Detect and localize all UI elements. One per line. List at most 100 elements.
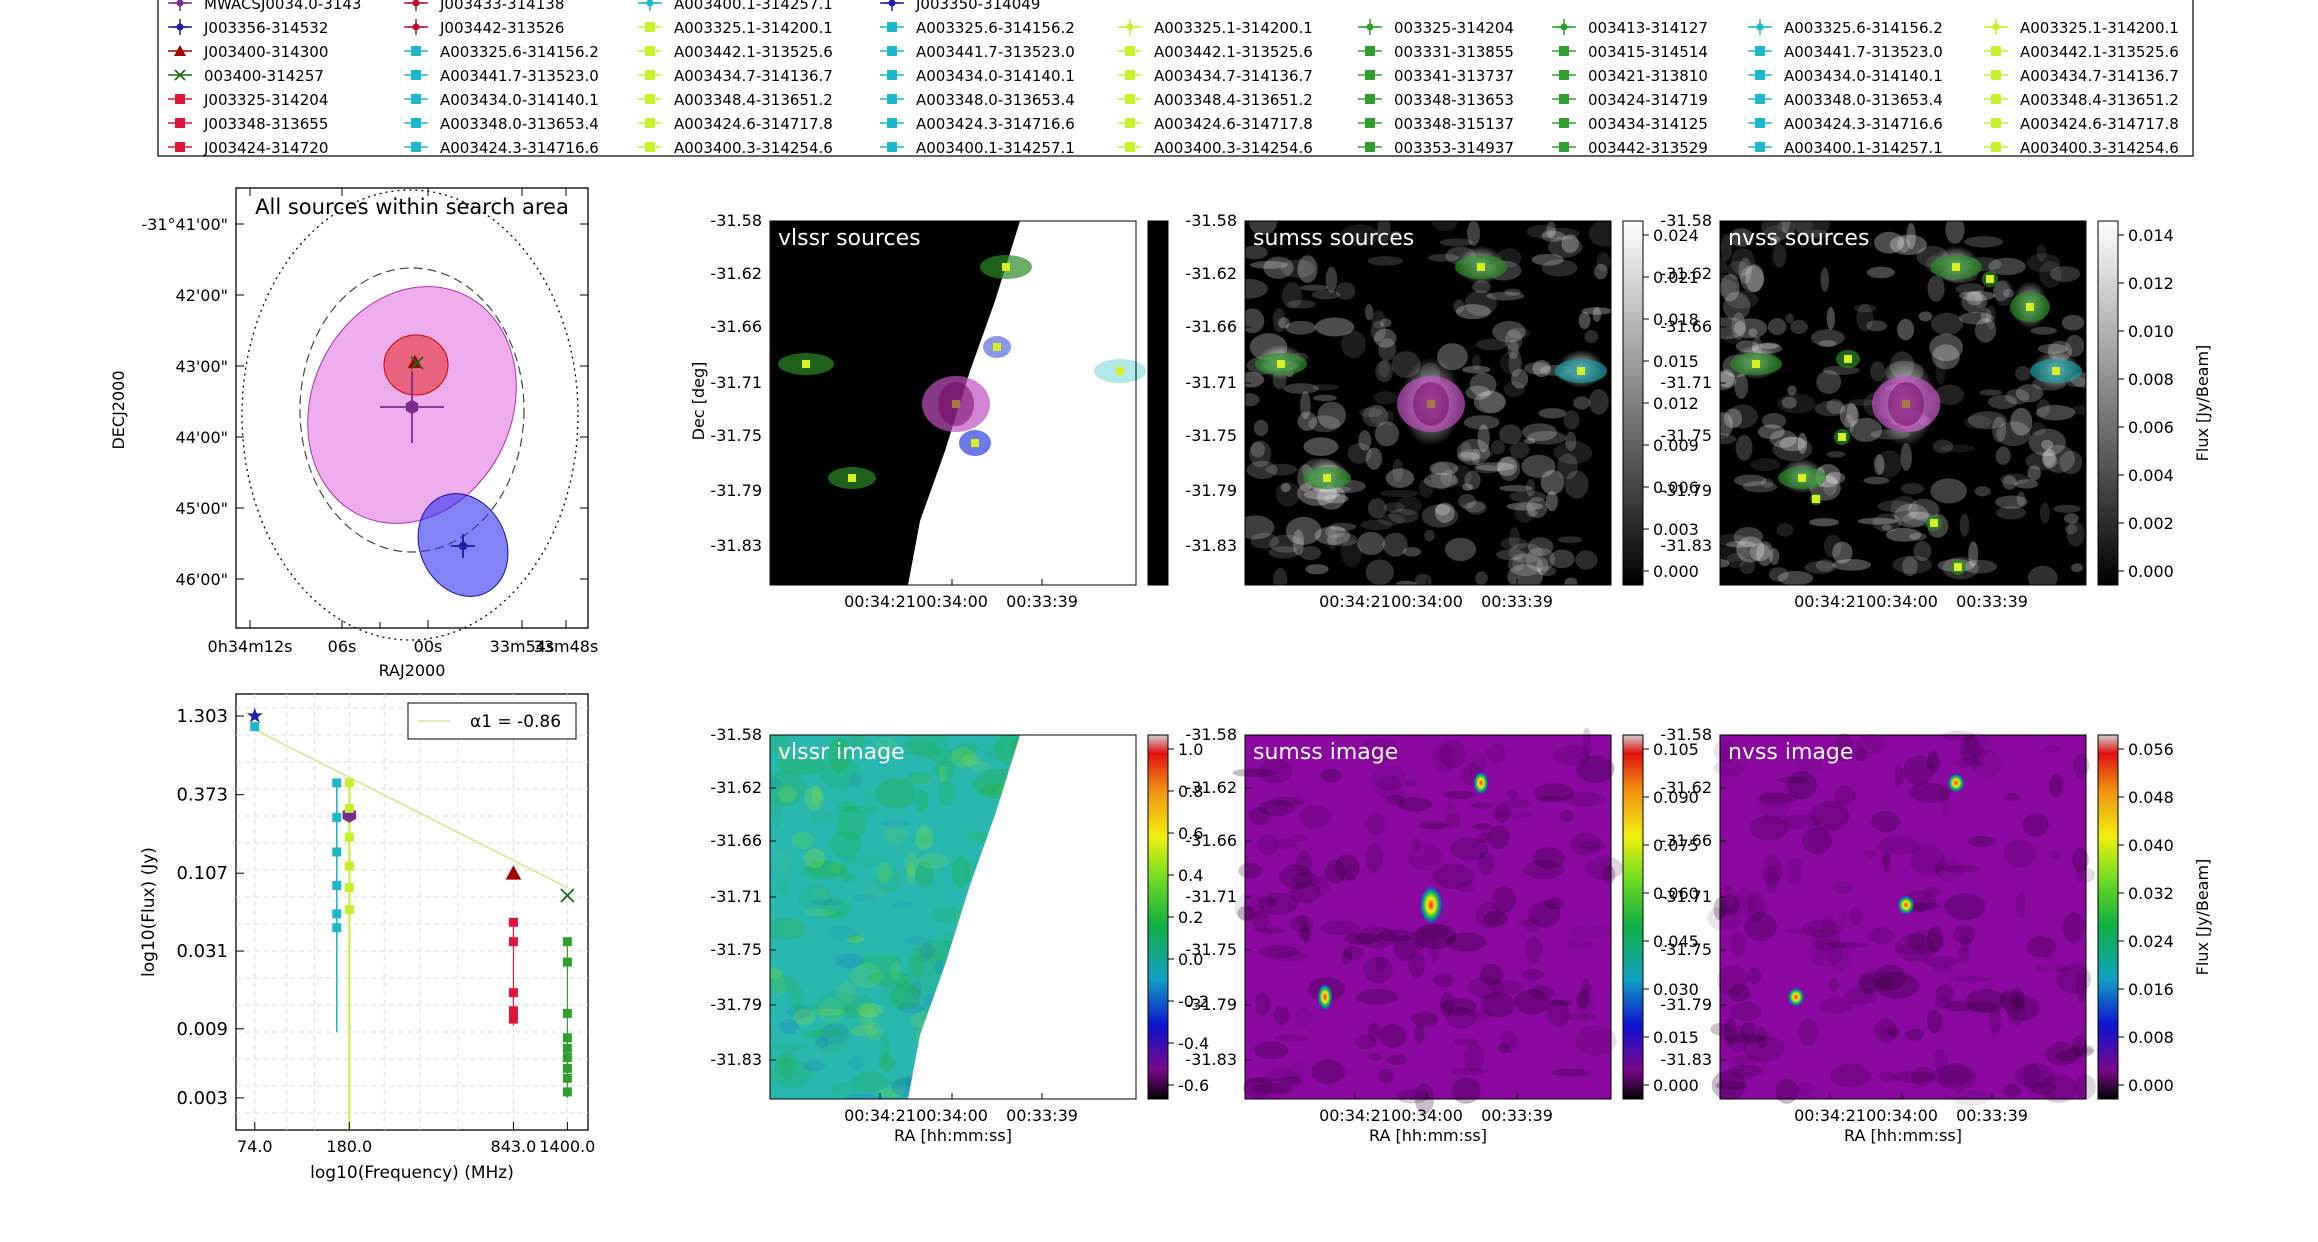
image-noise [1419, 821, 1449, 830]
image-noise [798, 861, 848, 881]
image-noise [2011, 987, 2025, 1010]
image-noise [1874, 964, 1906, 991]
source-marker [1812, 495, 1820, 503]
image-noise [1802, 827, 1832, 855]
image-noise [1712, 544, 1750, 563]
source-marker [1323, 474, 1331, 482]
image-noise [2042, 449, 2057, 468]
image-noise [2073, 1044, 2095, 1057]
image-noise [1273, 950, 1309, 962]
panel-ytick-label: -31.79 [1185, 481, 1237, 500]
image-noise [2026, 253, 2061, 273]
image-noise [1967, 411, 2007, 430]
panel-title: nvss sources [1728, 226, 1869, 251]
sky-markers [380, 354, 475, 558]
panel-ytick-label: -31.62 [1185, 778, 1237, 797]
image-noise [1365, 812, 1386, 836]
image-noise [1980, 307, 1992, 323]
image-noise [1853, 304, 1877, 313]
image-noise [1379, 318, 1392, 328]
legend-marker [411, 94, 421, 104]
image-noise [1745, 264, 1764, 293]
panel-ytick-label: -31.71 [1660, 887, 1712, 906]
image-noise [1414, 1023, 1425, 1045]
image-noise [1528, 986, 1556, 1000]
legend-label: 003348-313653 [1394, 91, 1514, 109]
image-noise [1356, 926, 1397, 949]
image-noise [1730, 248, 1756, 276]
image-noise [1280, 259, 1315, 278]
image-noise [1477, 424, 1490, 453]
image-noise [867, 970, 912, 987]
sed-ytick-label: 0.031 [176, 941, 228, 962]
panel-ytick-label: -31.66 [710, 317, 762, 336]
image-noise [1818, 340, 1837, 348]
image-noise [1588, 389, 1609, 415]
image-noise [911, 979, 922, 1001]
image-noise [1367, 256, 1404, 266]
image-noise [2003, 792, 2021, 801]
sed-point [344, 778, 354, 788]
colorbar-tick-label: 0.012 [1653, 394, 1699, 413]
image-noise [1875, 972, 1919, 999]
image-noise [1441, 790, 1477, 799]
image-noise [2025, 451, 2059, 471]
image-noise [1372, 764, 1407, 791]
image-noise [896, 1001, 925, 1014]
colorbar [2097, 220, 2119, 586]
legend-marker [174, 45, 186, 56]
image-noise [1305, 564, 1329, 575]
image-noise [1932, 439, 1954, 454]
panel-xtick-label: 00:33:39 [1006, 1106, 1078, 1125]
image-noise [1533, 783, 1574, 803]
image-noise [1891, 1071, 1936, 1084]
image-noise [1285, 516, 1322, 545]
legend-label: J003424-314720 [203, 139, 328, 157]
panel-frame [1244, 734, 1612, 1100]
image-noise [1811, 928, 1841, 952]
image-noise [1863, 476, 1890, 485]
image-noise [1320, 768, 1342, 783]
image-noise [2036, 244, 2047, 262]
image-noise [1896, 944, 1939, 956]
image-noise [1996, 421, 2032, 447]
image-noise [1314, 526, 1351, 546]
image-noise [848, 774, 863, 788]
image-noise [1734, 474, 1767, 487]
image-noise [849, 963, 884, 989]
image-noise [2014, 366, 2031, 381]
image-noise [1874, 454, 1885, 476]
image-noise [851, 1071, 887, 1093]
sed-point [562, 1033, 572, 1043]
fit-line [254, 728, 568, 889]
image-noise [1355, 989, 1399, 1005]
sed-axes: 74.0 180.0 843.0 1400.0 1.303 0.373 0.107 0.031… [176, 706, 595, 1156]
image-noise [2062, 912, 2085, 944]
image-noise [1528, 900, 1561, 927]
image-noise [1440, 991, 1454, 1017]
legend-marker [1125, 46, 1135, 56]
image-noise [1419, 478, 1434, 498]
image-noise [1939, 786, 1949, 817]
sed-point [246, 707, 263, 723]
image-noise [1507, 327, 1531, 339]
image-noise [1734, 887, 1755, 917]
panel-xlabel: RA [hh:mm:ss] [894, 1126, 1012, 1145]
image-noise [1325, 266, 1338, 293]
image-noise [772, 976, 786, 997]
image-noise [1395, 1089, 1430, 1104]
image-noise [1945, 215, 1965, 244]
legend-marker [408, 0, 424, 11]
image-noise [1506, 502, 1544, 511]
panel-ytick-label: -31.71 [1185, 373, 1237, 392]
image-noise [1794, 210, 1830, 238]
legend-label: A003424.3-314716.6 [1784, 115, 1943, 133]
image-noise [1434, 503, 1451, 516]
image-noise [2039, 502, 2050, 524]
image-noise [1379, 489, 1419, 498]
image-noise [1430, 462, 1452, 490]
image-noise [1964, 236, 2004, 248]
image-noise [778, 1050, 797, 1080]
image-noise [2045, 1042, 2079, 1066]
image-noise [1950, 1089, 1991, 1106]
